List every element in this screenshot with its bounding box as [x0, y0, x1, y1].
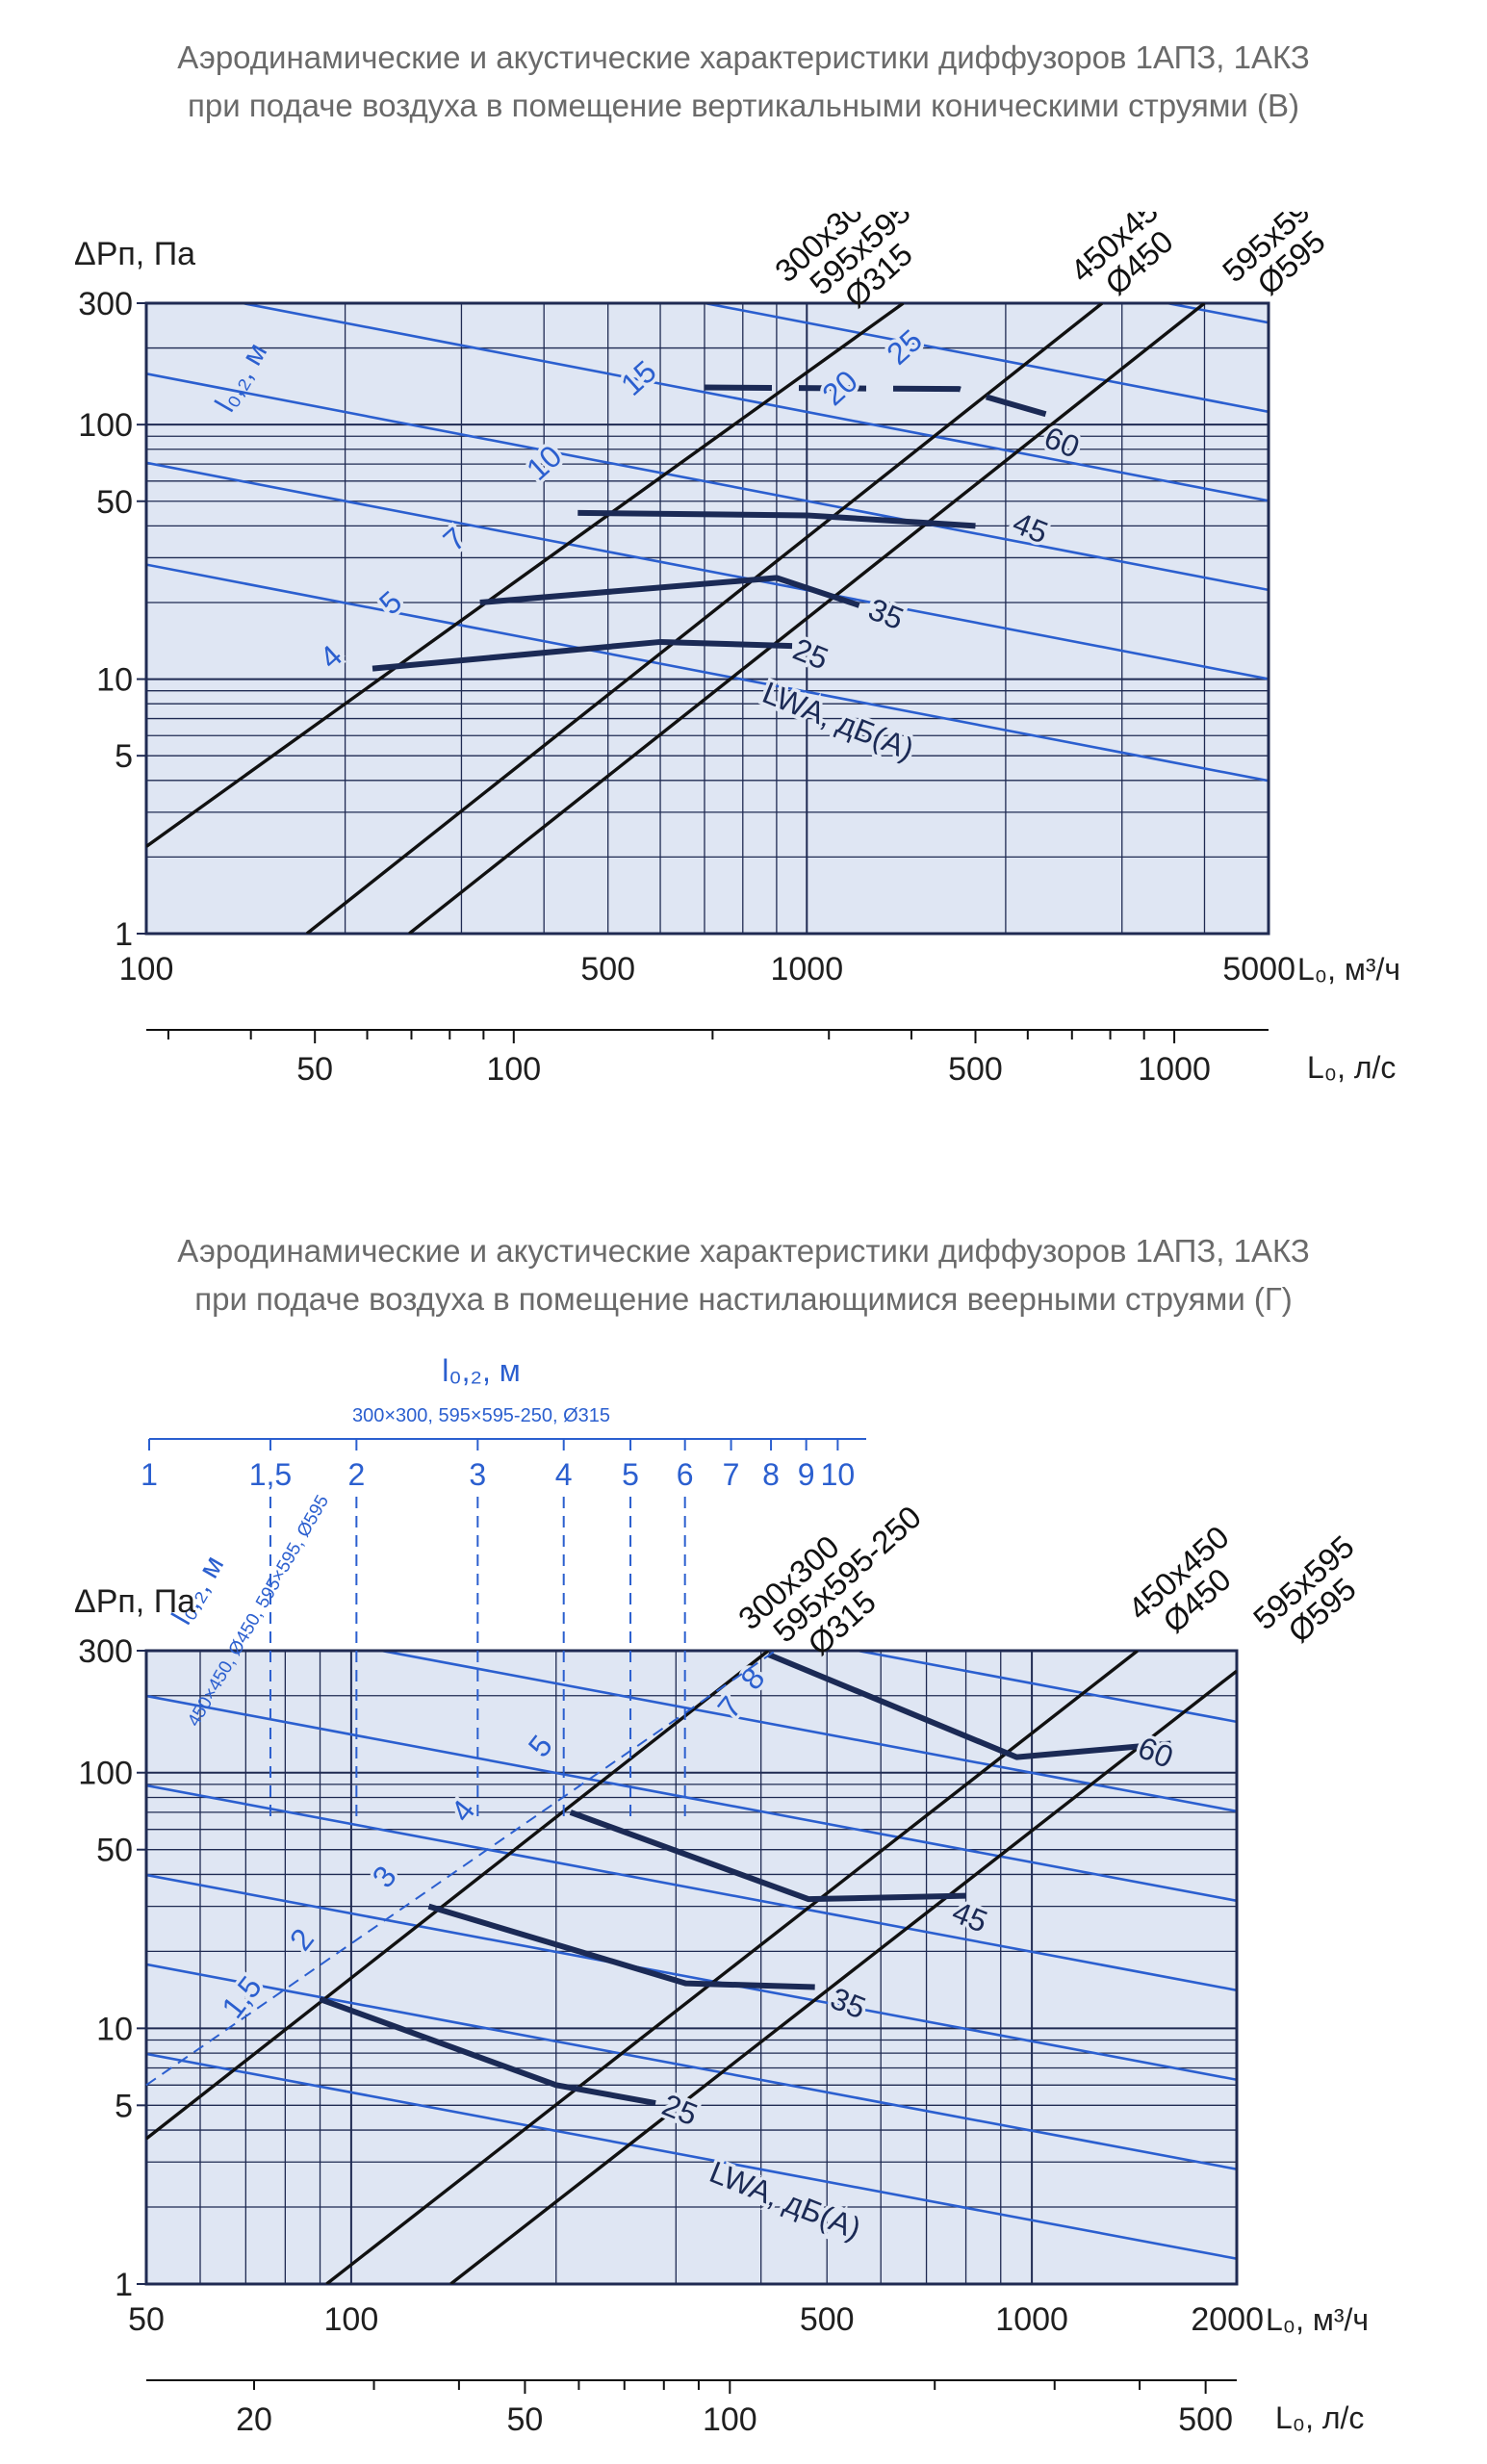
noise-curve-60: [704, 384, 1047, 418]
x-axis-label: L₀, м³/ч: [1297, 952, 1400, 987]
x2-tick-label: 100: [486, 1051, 541, 1088]
y-tick-label: 300: [78, 286, 133, 322]
x2-tick-label: 100: [703, 2401, 757, 2438]
throw-guide-line: [236, 303, 1269, 502]
y-tick-label: 50: [96, 484, 133, 521]
y-tick-label: 5: [115, 2088, 133, 2124]
noise-curve-60: [767, 1652, 1171, 1760]
series-group: [146, 303, 1206, 934]
plot-area: [146, 1651, 1237, 2284]
throw-scale-tick-label: 1,5: [249, 1457, 292, 1492]
noise-curve-25: [319, 1996, 656, 2106]
x-axis-label: L₀, м³/ч: [1266, 2302, 1369, 2337]
x-tick-label: 50: [128, 2301, 165, 2338]
x2-tick-label: 50: [507, 2401, 544, 2438]
throw-scale-tick-label: 3: [469, 1457, 486, 1492]
top-chart-caption-line-1: Аэродинамические и акустические характер…: [177, 39, 1310, 75]
y-tick-label: 300: [78, 1633, 133, 1670]
y-tick-label: 100: [78, 1756, 133, 1792]
x-tick-label: 1000: [995, 2301, 1068, 2338]
noise-curve-45: [577, 509, 976, 529]
y-axis-label: ΔPп, Па: [74, 1583, 195, 1620]
throw-scale-tick-label: 7: [723, 1457, 740, 1492]
y-tick-label: 1: [115, 916, 133, 953]
y-tick-label: 10: [96, 2011, 133, 2047]
throw-scale-tick-label: 8: [762, 1457, 780, 1492]
throw-scale-tick-label: 5: [622, 1457, 639, 1492]
x-tick-label: 500: [580, 951, 635, 988]
y-tick-label: 5: [115, 738, 133, 775]
y-tick-label: 100: [78, 407, 133, 444]
throw-guide-line: [146, 1873, 1237, 2082]
series-group: [146, 1651, 1237, 2284]
x2-tick-label: 500: [948, 1051, 1003, 1088]
y-tick-label: 50: [96, 1833, 133, 1869]
throw-guide-line: [146, 1784, 1237, 1992]
throw-scale-tick-label: 9: [798, 1457, 815, 1492]
bottom-chart-caption-line-1: Аэродинамические и акустические характер…: [177, 1233, 1310, 1269]
series-line-2: [305, 303, 1104, 934]
y-tick-label: 1: [115, 2267, 133, 2303]
series-line-3: [449, 1669, 1237, 2284]
plot-frame: [144, 1649, 1239, 2286]
throw-guide-line: [146, 1963, 1237, 2171]
series-line-3: [408, 303, 1206, 934]
y-tick-label: 10: [96, 662, 133, 699]
throw-reference-dashed-line: [145, 1650, 777, 2087]
x2-tick-label: 50: [296, 1051, 333, 1088]
throw-scale-tick-label: 2: [347, 1457, 365, 1492]
throw-guide-line: [146, 1694, 1237, 1903]
top-chart-caption-line-2: при подаче воздуха в помещение вертикаль…: [188, 88, 1299, 123]
x-tick-label: 1000: [770, 951, 843, 988]
y-axis-label: ΔPп, Па: [74, 236, 195, 272]
throw-guide-lines: [146, 303, 1269, 783]
plot-area: [146, 303, 1269, 934]
noise-curve-25: [372, 638, 793, 672]
plot-frame: [144, 301, 1270, 936]
noise-curve-35: [427, 1903, 815, 1990]
x2-axis-label: L₀, л/с: [1275, 2400, 1364, 2435]
throw-scale-tick-label: 6: [677, 1457, 694, 1492]
throw-guide-line: [146, 461, 1269, 680]
x-tick-label: 500: [800, 2301, 855, 2338]
noise-curve-45: [569, 1810, 966, 1903]
throw-guide-line: [146, 2052, 1237, 2260]
series-line-1: [146, 1651, 770, 2141]
x2-tick-label: 500: [1178, 2401, 1233, 2438]
throw-guide-line: [146, 563, 1269, 783]
series-line-1: [146, 303, 905, 848]
noise-curve-35: [479, 575, 860, 608]
x-tick-label: 100: [119, 951, 174, 988]
throw-scale-tick-label: 10: [821, 1457, 856, 1492]
throw-scale-subtitle: 300×300, 595×595-250, Ø315: [352, 1405, 610, 1426]
throw-scale-title: l₀,₂, м: [442, 1353, 520, 1388]
series-line-2: [325, 1651, 1140, 2284]
x2-axis-label: L₀, л/с: [1307, 1050, 1396, 1085]
throw-guide-line: [851, 1651, 1237, 1724]
x2-tick-label: 20: [236, 2401, 272, 2438]
x-tick-label: 2000: [1191, 2301, 1264, 2338]
x-tick-label: 100: [324, 2301, 379, 2338]
x2-tick-label: 1000: [1138, 1051, 1211, 1088]
bottom-chart-caption-line-2: при подаче воздуха в помещение настилающ…: [194, 1281, 1293, 1317]
throw-scale-tick-label: 1: [141, 1457, 158, 1492]
throw-scale-tick-label: 4: [555, 1457, 573, 1492]
x-tick-label: 5000: [1222, 951, 1295, 988]
throw-guide-line: [146, 372, 1269, 592]
